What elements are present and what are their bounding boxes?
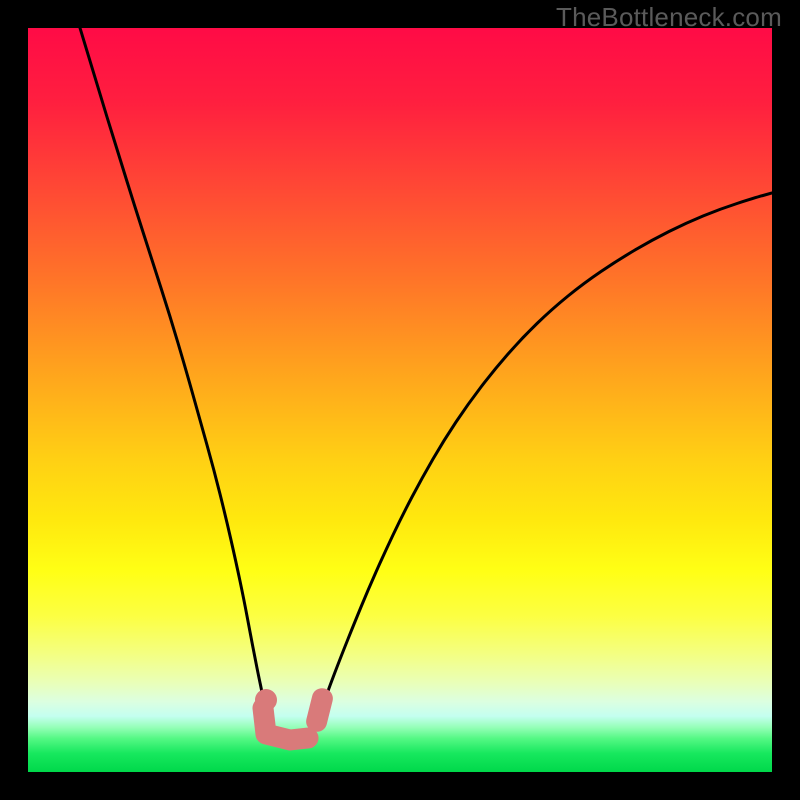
- plot-area: [28, 28, 772, 772]
- bottleneck-curve: [80, 28, 772, 739]
- watermark-text: TheBottleneck.com: [556, 2, 782, 33]
- curve-layer: [28, 28, 772, 772]
- valley-markers: [255, 686, 335, 740]
- chart-frame: TheBottleneck.com: [0, 0, 800, 800]
